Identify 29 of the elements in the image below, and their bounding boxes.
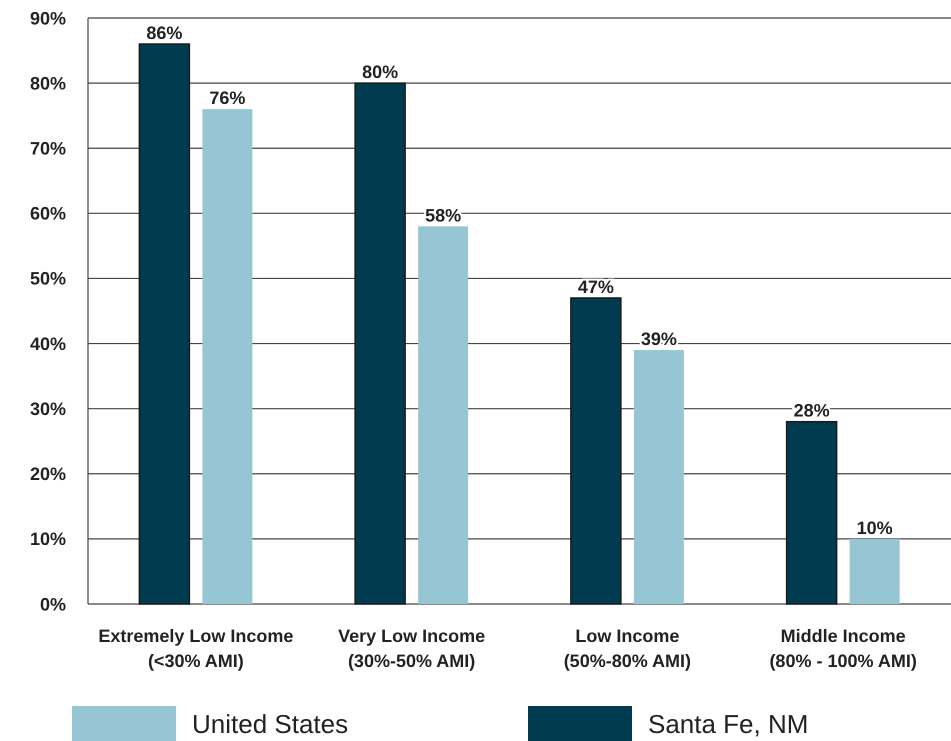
- x-tick-label: Very Low Income (30%-50% AMI): [338, 626, 486, 671]
- legend-label: United States: [192, 709, 348, 740]
- bar: [850, 538, 900, 604]
- bar: [786, 420, 838, 605]
- bar: [418, 226, 468, 604]
- bar: [634, 350, 684, 604]
- legend-label: Santa Fe, NM: [648, 709, 808, 740]
- y-tick-label: 70%: [30, 138, 66, 159]
- y-tick-label: 10%: [30, 529, 66, 550]
- bar: [570, 297, 622, 605]
- y-tick-label: 0%: [40, 594, 66, 614]
- x-tick-label: Extremely Low Income (<30% AMI): [98, 626, 294, 671]
- text: 47%: [578, 276, 614, 297]
- y-tick-label: 50%: [30, 268, 66, 289]
- x-tick-label: Middle Income (80% - 100% AMI): [769, 626, 917, 671]
- y-tick-label: 60%: [30, 204, 66, 224]
- text: 86%: [146, 23, 182, 44]
- bar: [138, 43, 190, 605]
- bar: [354, 82, 406, 605]
- text: 80%: [362, 62, 398, 82]
- text: 76%: [209, 88, 246, 108]
- y-tick-label: 20%: [30, 464, 66, 484]
- y-tick-label: 80%: [30, 73, 66, 94]
- y-tick-label: 30%: [30, 398, 66, 419]
- bar: [202, 109, 252, 604]
- y-tick-label: 40%: [30, 334, 66, 354]
- y-tick-label: 90%: [30, 8, 66, 28]
- text: 10%: [856, 518, 893, 538]
- x-tick-label: Low Income (50%-80% AMI): [564, 626, 692, 671]
